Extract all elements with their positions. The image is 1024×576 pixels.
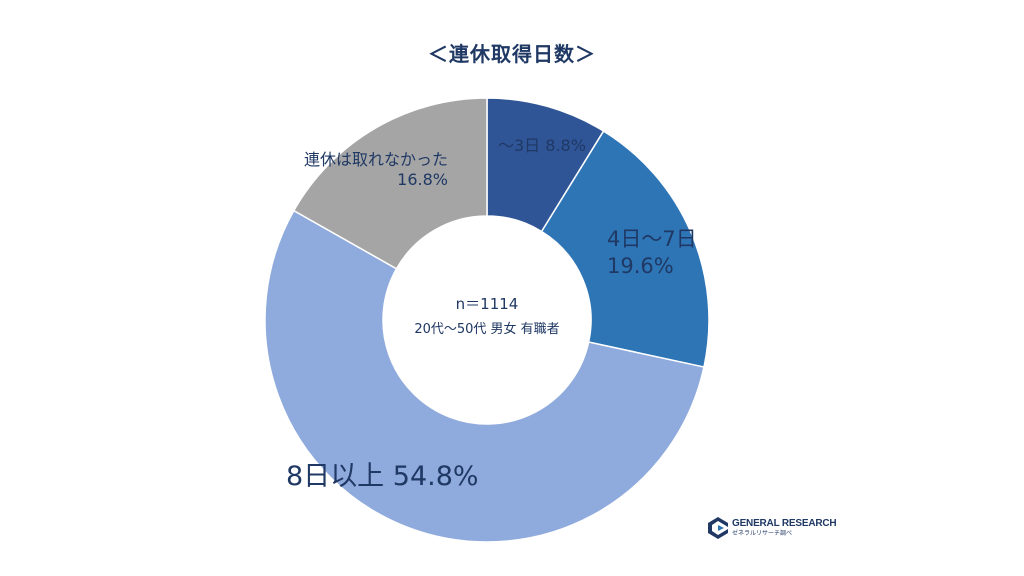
- slice-label-8-days-or-more-value: 54.8%: [392, 461, 479, 492]
- slice-4-to-7-days: [540, 130, 710, 368]
- slice-label-4-to-7-days-category: 4日～7日: [607, 227, 697, 251]
- sample-description-label: 20代～50代 男女 有職者: [414, 322, 560, 337]
- slice-label-8-days-or-more-category: 8日以上: [286, 461, 385, 492]
- slice-label-upto-3-days: ～3日 8.8%: [498, 136, 586, 156]
- logo-subtext: ゼネラルリサーチ調べ: [732, 530, 793, 537]
- slice-label-no-consecutive-holidays-value: 16.8%: [397, 170, 448, 189]
- slice-label-upto-3-days-category: ～3日: [498, 136, 541, 155]
- slice-label-no-consecutive-holidays-category: 連休は取れなかった: [303, 150, 448, 169]
- slice-label-4-to-7-days-value: 19.6%: [607, 254, 674, 279]
- slice-label-8-days-or-more: 8日以上 54.8%: [286, 460, 479, 494]
- slice-no-consecutive-holidays: [292, 97, 488, 270]
- sample-size-label: n＝1114: [455, 295, 519, 313]
- logo-name: GENERAL RESEARCH: [732, 518, 837, 529]
- slice-label-no-consecutive-holidays: 連休は取れなかった 16.8%: [276, 150, 448, 190]
- general-research-logo: GENERAL RESEARCH ゼネラルリサーチ調べ: [708, 516, 837, 540]
- slice-8-days-or-more: [264, 209, 705, 543]
- slice-label-upto-3-days-value: 8.8%: [545, 136, 586, 155]
- slice-label-4-to-7-days: 4日～7日 19.6%: [607, 226, 697, 281]
- logo-mark-icon: [708, 517, 728, 539]
- chart-title: ＜連休取得日数＞: [428, 42, 596, 66]
